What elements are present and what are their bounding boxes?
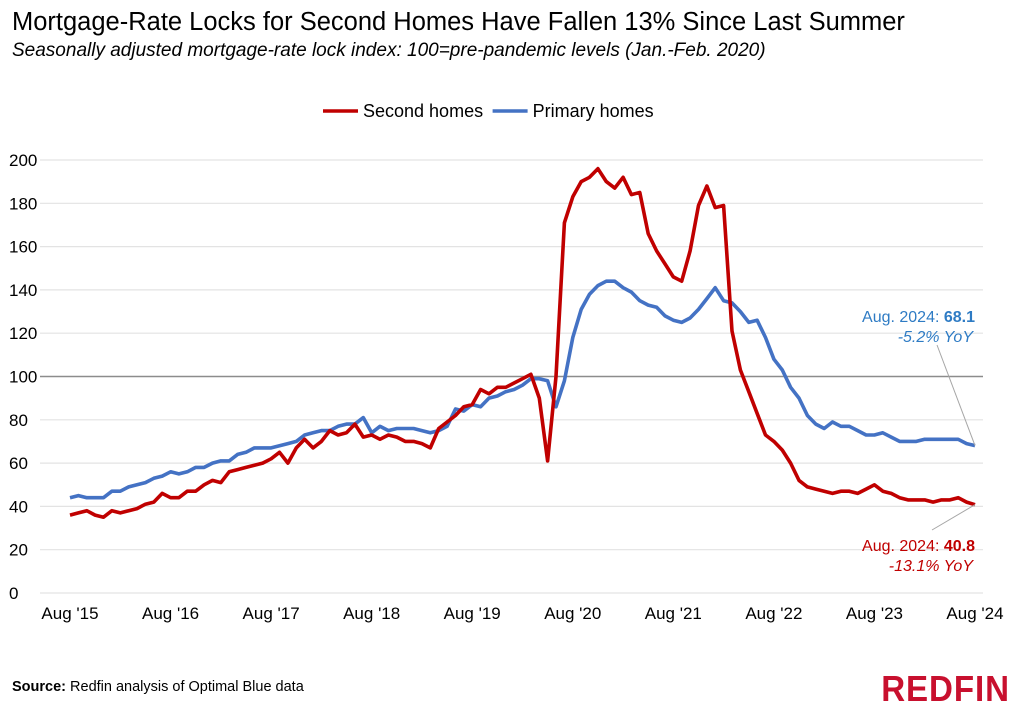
x-tick-label: Aug '19 xyxy=(444,604,501,623)
annotation-leader-line xyxy=(936,344,976,446)
annotation-change: -5.2% YoY xyxy=(898,329,975,346)
y-tick-label: 120 xyxy=(9,324,37,343)
annotation-value: Aug. 2024: 68.1 xyxy=(862,309,975,326)
legend-label: Primary homes xyxy=(533,101,654,121)
x-tick-label: Aug '22 xyxy=(745,604,802,623)
y-tick-label: 100 xyxy=(9,368,37,387)
y-tick-label: 180 xyxy=(9,194,37,213)
x-tick-label: Aug '18 xyxy=(343,604,400,623)
annotation-value: Aug. 2024: 40.8 xyxy=(862,538,975,555)
y-tick-label: 0 xyxy=(9,584,18,603)
y-tick-label: 20 xyxy=(9,541,28,560)
redfin-logo: REDFIN xyxy=(881,668,1010,709)
y-tick-label: 80 xyxy=(9,411,28,430)
series-line-primary-homes xyxy=(69,279,976,500)
x-tick-label: Aug '23 xyxy=(846,604,903,623)
x-tick-label: Aug '15 xyxy=(41,604,98,623)
y-tick-label: 200 xyxy=(9,151,37,170)
x-tick-label: Aug '21 xyxy=(645,604,702,623)
y-tick-label: 140 xyxy=(9,281,37,300)
y-tick-label: 160 xyxy=(9,238,37,257)
chart-subtitle: Seasonally adjusted mortgage-rate lock i… xyxy=(12,40,766,61)
y-tick-label: 60 xyxy=(9,454,28,473)
x-tick-label: Aug '16 xyxy=(142,604,199,623)
source-label: Source: xyxy=(12,679,66,695)
series-line-second-homes xyxy=(69,166,976,520)
annotation-leader-line xyxy=(931,504,976,531)
source-text: Redfin analysis of Optimal Blue data xyxy=(66,679,304,695)
chart-title: Mortgage-Rate Locks for Second Homes Hav… xyxy=(12,8,905,36)
y-tick-label: 40 xyxy=(9,497,28,516)
source-note: Source: Redfin analysis of Optimal Blue … xyxy=(12,679,304,695)
legend-label: Second homes xyxy=(363,101,483,121)
x-tick-label: Aug '24 xyxy=(946,604,1003,623)
x-tick-label: Aug '20 xyxy=(544,604,601,623)
x-tick-label: Aug '17 xyxy=(243,604,300,623)
annotation-change: -13.1% YoY xyxy=(889,558,975,575)
